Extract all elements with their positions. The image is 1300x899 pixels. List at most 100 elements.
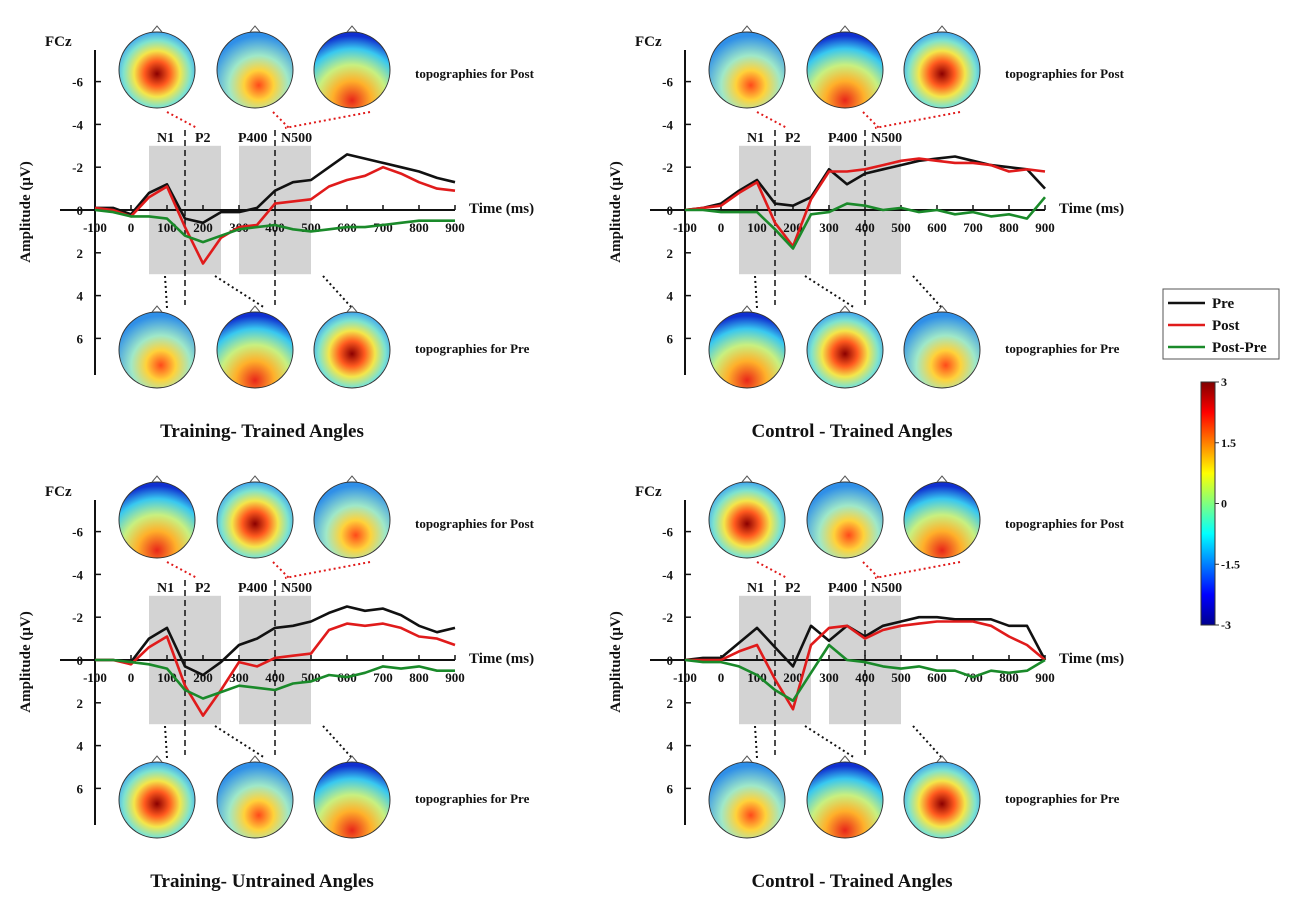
pre-connector xyxy=(322,725,353,759)
component-label: N1 xyxy=(157,131,174,146)
topography-pre xyxy=(216,311,294,389)
x-tick-label: 300 xyxy=(229,670,249,685)
y-tick-label: 2 xyxy=(667,696,674,711)
topography-post xyxy=(216,31,294,109)
topography-pre xyxy=(708,311,786,389)
head-nose xyxy=(741,25,753,33)
colorbar-tick-label: 1.5 xyxy=(1221,436,1236,450)
y-tick-label: 0 xyxy=(667,653,674,668)
y-tick-label: -4 xyxy=(72,567,83,582)
colorbar-tick-label: -1.5 xyxy=(1221,557,1240,571)
head-nose xyxy=(151,25,163,33)
series-line-pre xyxy=(95,153,456,225)
series-line-postpre xyxy=(684,643,1046,702)
head-nose xyxy=(346,755,358,763)
topography-pre xyxy=(313,311,391,389)
topography-pre xyxy=(903,311,981,389)
topography-pre xyxy=(216,761,294,839)
pre-connector xyxy=(214,275,266,309)
series-line-pre xyxy=(684,615,1047,668)
series-line-post xyxy=(684,157,1046,248)
x-tick-label: -100 xyxy=(673,220,697,235)
colorbar-tick-label: 0 xyxy=(1221,497,1227,511)
post-connector xyxy=(166,561,198,579)
post-connector xyxy=(874,111,961,129)
x-tick-label: 600 xyxy=(927,670,947,685)
post-connector xyxy=(284,111,371,129)
topography-post-label: topographies for Post xyxy=(415,66,535,81)
x-tick-label: 600 xyxy=(927,220,947,235)
x-tick-label: -100 xyxy=(673,670,697,685)
x-tick-label: 800 xyxy=(999,670,1019,685)
head-nose xyxy=(151,305,163,313)
head-nose xyxy=(249,755,261,763)
y-tick-label: -4 xyxy=(662,567,673,582)
pre-connector xyxy=(754,725,758,759)
series-line-postpre xyxy=(685,196,1046,250)
panel-title: Training- Trained Angles xyxy=(160,421,364,442)
series-line-postpre xyxy=(95,658,455,700)
legend-label: Post-Pre xyxy=(1212,340,1267,356)
head-nose xyxy=(151,755,163,763)
y-tick-label: -2 xyxy=(72,610,83,625)
head-nose xyxy=(839,755,851,763)
pre-connector xyxy=(164,725,168,759)
topography-pre-label: topographies for Pre xyxy=(415,341,530,356)
x-tick-label: 900 xyxy=(1035,670,1055,685)
topography-pre xyxy=(708,761,786,839)
y-tick-label: -2 xyxy=(662,160,673,175)
head-nose xyxy=(741,305,753,313)
y-tick-label: 6 xyxy=(667,331,674,346)
panel-title: Training- Untrained Angles xyxy=(150,871,373,892)
x-tick-label: 900 xyxy=(445,220,465,235)
x-tick-label: 300 xyxy=(819,670,839,685)
legend-label: Post xyxy=(1212,318,1240,334)
topography-post xyxy=(708,31,786,109)
x-tick-label: 0 xyxy=(718,670,725,685)
pre-connector xyxy=(912,275,943,309)
component-label: N1 xyxy=(747,581,764,596)
x-tick-label: 400 xyxy=(855,220,875,235)
x-tick-label: 800 xyxy=(409,220,429,235)
post-connector xyxy=(166,111,198,129)
x-tick-label: 500 xyxy=(891,220,911,235)
head-nose xyxy=(346,25,358,33)
x-tick-label: 800 xyxy=(409,670,429,685)
x-tick-label: 300 xyxy=(819,220,839,235)
topography-post xyxy=(903,31,981,109)
x-tick-label: 100 xyxy=(157,220,177,235)
pre-connector xyxy=(804,725,856,759)
component-label: P400 xyxy=(828,131,858,146)
y-axis-label: Amplitude (μV) xyxy=(608,611,624,712)
x-tick-label: 500 xyxy=(891,670,911,685)
x-tick-label: 400 xyxy=(265,220,285,235)
x-tick-label: 200 xyxy=(783,670,803,685)
head-nose xyxy=(936,305,948,313)
topography-pre xyxy=(118,311,196,389)
topography-post-label: topographies for Post xyxy=(1005,516,1125,531)
y-tick-label: 4 xyxy=(667,739,674,754)
y-tick-label: 6 xyxy=(667,781,674,796)
head-nose xyxy=(936,25,948,33)
topography-pre xyxy=(313,761,391,839)
topography-post xyxy=(313,481,391,559)
x-axis-label: Time (ms) xyxy=(1059,201,1124,217)
post-connector xyxy=(862,111,880,129)
topography-pre-label: topographies for Pre xyxy=(415,791,530,806)
y-tick-label: 6 xyxy=(77,781,84,796)
topography-post xyxy=(118,481,196,559)
component-label: P2 xyxy=(195,581,211,596)
x-tick-label: 700 xyxy=(373,670,393,685)
series-line-pre xyxy=(95,605,456,677)
component-label: P2 xyxy=(195,131,211,146)
topography-pre xyxy=(806,761,884,839)
head-nose xyxy=(346,475,358,483)
x-tick-label: 200 xyxy=(193,220,213,235)
head-nose xyxy=(249,475,261,483)
pre-connector xyxy=(164,275,168,309)
component-label: N500 xyxy=(281,581,312,596)
